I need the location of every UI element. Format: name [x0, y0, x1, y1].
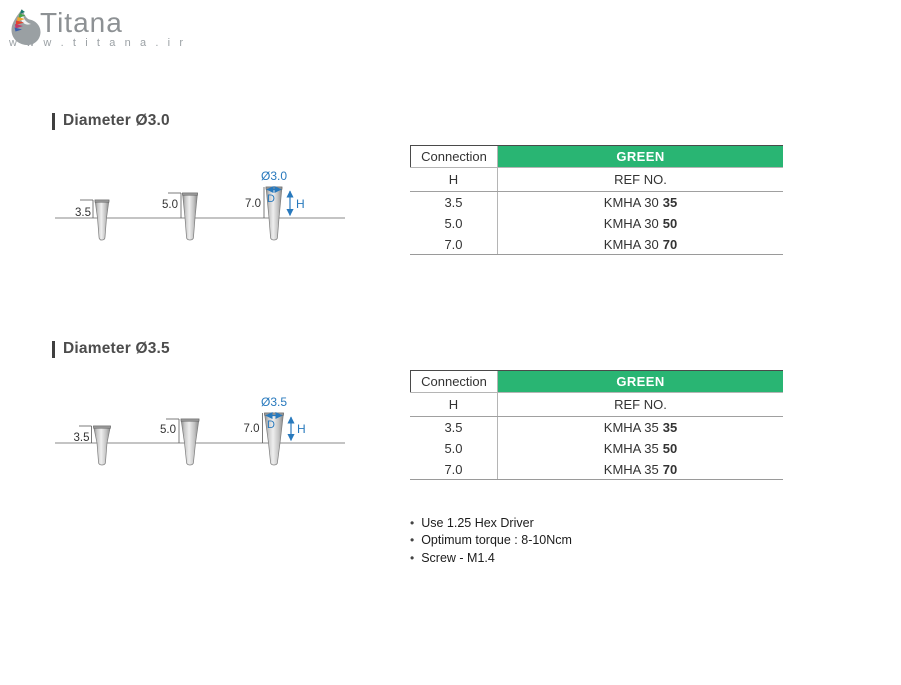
table-subheader-h: H: [410, 393, 498, 416]
table-header-connection: Connection: [410, 146, 498, 167]
bullet-icon: •: [410, 550, 415, 565]
cell-ref: KMHA 30 50: [603, 216, 678, 231]
table-row: 7.0 KMHA 35 70: [410, 459, 783, 480]
heading-accent-bar: [52, 112, 55, 130]
table-subheader-ref: REF NO.: [614, 172, 667, 187]
heading-accent-bar: [52, 340, 55, 358]
titana-logo-icon: [11, 9, 41, 46]
d-annotation: D: [267, 193, 275, 205]
note-text: Screw - M1.4: [421, 550, 495, 565]
table-row: 7.0 KMHA 30 70: [410, 234, 783, 255]
bullet-icon: •: [410, 515, 415, 530]
cell-height: 7.0: [410, 234, 498, 254]
table-header-connection: Connection: [410, 371, 498, 392]
table-subheader-ref: REF NO.: [614, 397, 667, 412]
brand-website: w w w . t i t a n a . i r: [9, 37, 187, 49]
cell-ref: KMHA 35 35: [603, 420, 678, 435]
cell-ref: KMHA 30 35: [603, 195, 678, 210]
spec-table-d35: Connection GREEN H REF NO. 3.5 KMHA 35 35…: [410, 370, 783, 480]
table-row: 3.5 KMHA 30 35: [410, 192, 783, 213]
notes-list: • Use 1.25 Hex Driver • Optimum torque :…: [410, 514, 572, 567]
cell-ref: KMHA 35 70: [603, 461, 678, 477]
table-row: 5.0 KMHA 35 50: [410, 438, 783, 459]
cell-ref: KMHA 30 70: [603, 236, 678, 252]
abutment-figure-70: [265, 186, 283, 241]
abutment-figure-50: [180, 418, 200, 466]
height-label-50: 5.0: [160, 424, 176, 436]
abutment-figure-50: [182, 192, 198, 241]
cell-height: 3.5: [410, 192, 498, 213]
section-title: Diameter Ø3.0: [63, 112, 170, 129]
h-annotation: H: [297, 422, 306, 436]
abutment-diagram-d30: 3.5 5.0 7.0 Ø3.0 D H: [55, 169, 345, 241]
cell-ref: KMHA 35 50: [603, 441, 678, 456]
bullet-icon: •: [410, 533, 415, 548]
brand-name: Titana: [40, 7, 123, 38]
abutment-diagram-d35: 3.5 5.0 7.0 Ø3.5 D H: [55, 395, 345, 466]
note-item: • Optimum torque : 8-10Ncm: [410, 532, 572, 550]
table-row: 5.0 KMHA 30 50: [410, 213, 783, 234]
abutment-figure-35: [94, 199, 110, 241]
spec-table-d30: Connection GREEN H REF NO. 3.5 KMHA 30 35…: [410, 145, 783, 255]
cell-height: 7.0: [410, 459, 498, 479]
cell-height: 5.0: [410, 438, 498, 459]
h-annotation: H: [296, 197, 305, 211]
table-header-green: GREEN: [498, 371, 783, 392]
table-subheader-h: H: [410, 168, 498, 191]
height-label-35: 3.5: [74, 432, 90, 444]
section-heading-d30: Diameter Ø3.0: [52, 112, 170, 130]
table-row: 3.5 KMHA 35 35: [410, 417, 783, 438]
cell-height: 3.5: [410, 417, 498, 438]
height-label-70: 7.0: [244, 423, 260, 435]
note-item: • Use 1.25 Hex Driver: [410, 514, 572, 532]
section-title: Diameter Ø3.5: [63, 340, 170, 357]
abutment-figure-70: [264, 412, 284, 466]
height-label-35: 3.5: [75, 207, 91, 219]
cell-height: 5.0: [410, 213, 498, 234]
note-item: • Screw - M1.4: [410, 549, 572, 567]
note-text: Optimum torque : 8-10Ncm: [421, 533, 572, 548]
height-label-50: 5.0: [162, 199, 178, 211]
section-heading-d35: Diameter Ø3.5: [52, 340, 170, 358]
abutment-figure-35: [93, 425, 111, 466]
diameter-annotation: Ø3.0: [261, 169, 287, 183]
table-header-green: GREEN: [498, 146, 783, 167]
d-annotation: D: [267, 419, 275, 431]
height-label-70: 7.0: [245, 198, 261, 210]
note-text: Use 1.25 Hex Driver: [421, 515, 534, 530]
diameter-annotation: Ø3.5: [261, 395, 287, 409]
